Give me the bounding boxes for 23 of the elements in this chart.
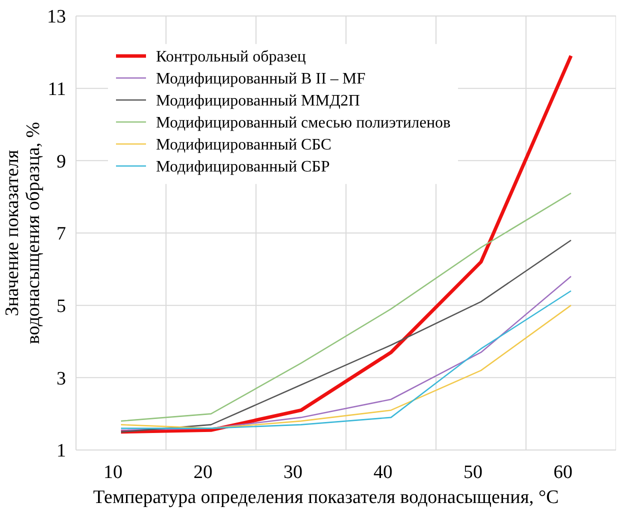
y-tick-label: 5 — [56, 296, 66, 317]
legend-label: Модифицированный В II – MF — [156, 70, 366, 88]
y-tick-label: 11 — [48, 78, 66, 100]
y-tick-label: 13 — [47, 6, 66, 28]
y-tick-label: 3 — [56, 368, 66, 390]
legend-label: Модифицированный ММД2П — [156, 92, 360, 110]
x-tick-label: 10 — [104, 462, 122, 483]
x-tick-label: 30 — [284, 462, 302, 483]
x-tick-label: 20 — [194, 462, 212, 483]
x-tick-label: 40 — [374, 462, 392, 483]
legend-label: Модифицированный СБР — [156, 158, 330, 176]
y-tick-label: 9 — [56, 151, 66, 172]
line-series — [120, 240, 572, 433]
y-tick-label: 1 — [56, 440, 66, 462]
x-tick-label: 60 — [554, 462, 572, 483]
y-tick-label: 7 — [56, 224, 66, 245]
line-series — [120, 192, 572, 422]
y-axis-title: Значение показателя водонасыщения образца, % — [2, 122, 44, 344]
x-axis-title: Температура определения показателя водонасыщения, °С — [93, 487, 559, 508]
legend-label: Модифицированный смесью полиэтиленов — [156, 114, 452, 132]
legend-label: Модифицированный СБС — [156, 136, 332, 154]
x-tick-label: 50 — [464, 462, 482, 483]
legend-label: Контрольный образец — [156, 48, 306, 66]
